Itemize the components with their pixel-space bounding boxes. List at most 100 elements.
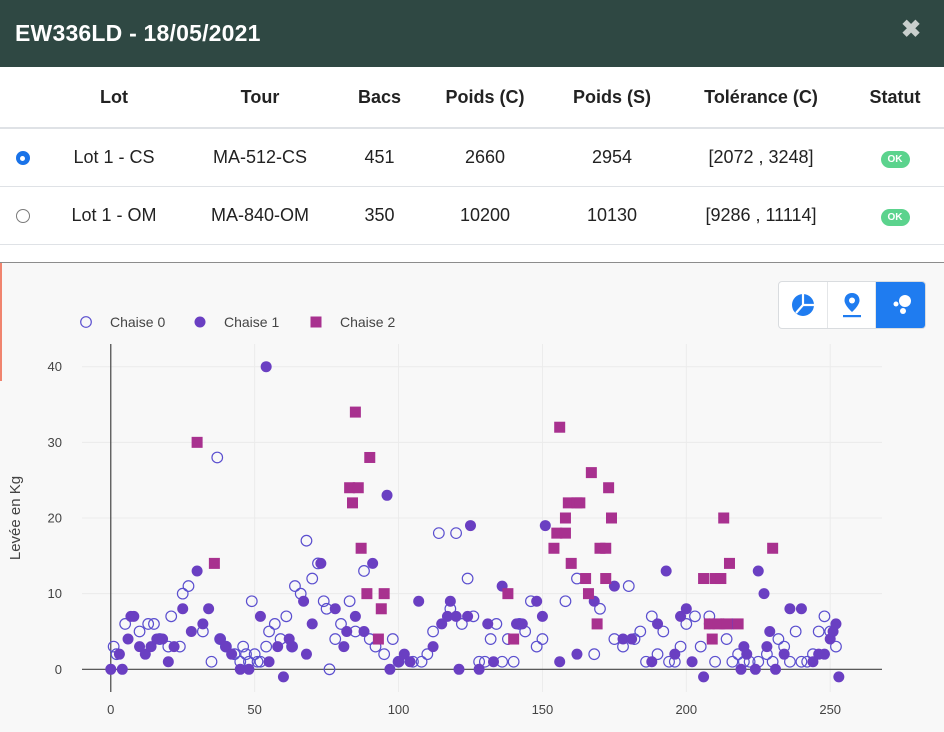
data-point [162,656,174,668]
data-point [484,633,497,645]
data-point [317,595,330,608]
header-bacs[interactable]: Bacs [337,67,422,129]
data-point [197,618,209,630]
data-point [818,648,830,660]
data-point [600,542,612,554]
data-point [240,648,252,661]
header-poids-c[interactable]: Poids (C) [422,67,548,129]
data-point [675,610,687,622]
panel-accent-bar [0,263,2,381]
poids-c-cell: 2660 [422,128,548,187]
bacs-cell: 451 [337,128,422,187]
data-point [617,633,629,645]
data-point [709,573,721,585]
header-statut[interactable]: Statut [846,67,944,129]
header-poids-s[interactable]: Poids (S) [548,67,676,129]
data-point [214,633,226,645]
data-point [145,641,157,653]
data-point [358,565,370,577]
data-point [116,663,128,675]
data-point [646,656,658,668]
data-point [559,595,572,608]
pie-chart-button[interactable] [779,282,828,328]
table-header-row: Lot Tour Bacs Poids (C) Poids (S) Toléra… [0,67,944,129]
statut-cell: OK [846,186,944,245]
data-point [720,633,733,645]
data-point [830,618,842,630]
status-badge: OK [880,151,910,169]
data-point [718,512,730,524]
data-point [157,633,169,645]
scatter-view-button[interactable] [876,282,925,328]
data-point [741,648,753,660]
data-point [378,648,391,661]
status-badge: OK [880,209,910,226]
data-point [749,663,761,675]
data-point [185,625,197,637]
tour-cell: MA-512-CS [183,128,337,187]
data-point [502,588,514,600]
data-point [488,656,500,668]
data-point [105,663,117,675]
bacs-cell: 350 [337,186,422,245]
data-point [752,565,764,577]
data-point [413,595,425,607]
data-point [559,512,571,524]
header-lot[interactable]: Lot [45,67,183,129]
data-point [450,610,462,622]
data-point [243,663,255,675]
header-tour[interactable]: Tour [183,67,337,129]
row-radio-button[interactable] [15,151,30,165]
data-point [393,656,405,668]
close-icon[interactable]: ✖ [900,16,922,43]
data-point [358,625,370,637]
x-tick-label: 50 [247,702,261,717]
data-point [306,618,318,630]
data-point [260,361,272,373]
poids-s-cell: 2954 [548,128,676,187]
data-point [706,633,718,645]
data-point [128,610,140,622]
table-row[interactable]: Lot 1 - OM MA-840-OM 350 10200 10130 [92… [0,186,944,245]
data-point [536,610,548,622]
tour-cell: MA-840-OM [183,186,337,245]
data-point [300,648,312,660]
data-point [280,610,293,623]
row-radio-button[interactable] [15,208,30,223]
data-point [536,633,549,645]
header-select [0,67,45,129]
data-point [784,603,796,615]
data-point [203,603,215,615]
data-point [554,656,566,668]
chart-view-toolbar [778,281,926,329]
data-point [361,588,373,600]
legend-label: Chaise 2 [340,314,395,330]
data-point [450,527,463,540]
data-point [507,655,520,668]
pie-chart-icon [791,294,814,316]
map-view-button[interactable] [828,282,877,328]
data-point [715,573,727,585]
data-point [818,610,831,623]
data-point [168,641,180,653]
data-point [421,648,434,661]
data-point [462,610,474,622]
data-point [323,663,336,676]
data-point [182,580,195,592]
data-point [355,542,367,554]
data-point [234,663,246,675]
data-point [778,648,790,660]
data-point [622,580,635,592]
x-tick-label: 0 [107,702,114,717]
data-point [263,656,275,668]
table-row[interactable]: Lot 1 - CS MA-512-CS 451 2660 2954 [2072… [0,128,944,187]
legend-marker [80,316,92,328]
header-tolerance[interactable]: Tolérance (C) [676,67,846,129]
data-point [807,656,819,668]
data-point [165,610,178,623]
x-tick-label: 200 [675,702,697,717]
data-point [600,573,612,585]
data-point [812,625,825,638]
data-point [580,573,592,585]
lot-cell: Lot 1 - CS [45,128,183,187]
